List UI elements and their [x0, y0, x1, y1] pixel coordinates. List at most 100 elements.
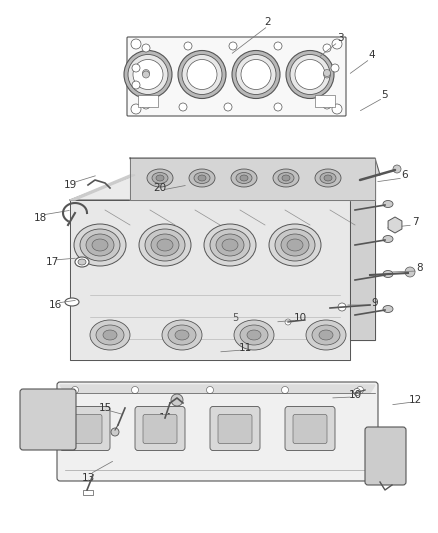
Circle shape [290, 54, 330, 94]
Text: 15: 15 [99, 403, 112, 413]
FancyBboxPatch shape [293, 415, 327, 443]
Polygon shape [350, 175, 375, 340]
Circle shape [131, 104, 141, 114]
Ellipse shape [319, 330, 333, 340]
Ellipse shape [269, 224, 321, 266]
Ellipse shape [194, 173, 210, 183]
Bar [138, 95, 158, 107]
Ellipse shape [103, 330, 117, 340]
Circle shape [171, 394, 183, 406]
FancyBboxPatch shape [365, 427, 406, 485]
Text: 14: 14 [159, 413, 172, 423]
Circle shape [324, 69, 331, 77]
Text: 7: 7 [412, 217, 418, 227]
Circle shape [393, 165, 401, 173]
Ellipse shape [147, 169, 173, 187]
Ellipse shape [281, 234, 309, 256]
Ellipse shape [157, 239, 173, 251]
Circle shape [285, 319, 291, 325]
Ellipse shape [287, 239, 303, 251]
Circle shape [132, 81, 140, 89]
Ellipse shape [145, 229, 185, 261]
Ellipse shape [306, 320, 346, 350]
Bar [315, 95, 335, 107]
Ellipse shape [80, 229, 120, 261]
Circle shape [142, 101, 150, 109]
Text: 10: 10 [293, 313, 307, 323]
Circle shape [371, 441, 399, 469]
Ellipse shape [282, 175, 290, 181]
Ellipse shape [234, 320, 274, 350]
Ellipse shape [74, 224, 126, 266]
Ellipse shape [96, 325, 124, 345]
Ellipse shape [275, 229, 315, 261]
FancyBboxPatch shape [127, 37, 346, 116]
Circle shape [179, 103, 187, 111]
Circle shape [142, 44, 150, 52]
Circle shape [338, 303, 346, 311]
Ellipse shape [383, 200, 393, 207]
Ellipse shape [168, 325, 196, 345]
Circle shape [124, 51, 172, 99]
Ellipse shape [383, 305, 393, 312]
Circle shape [26, 402, 66, 442]
Ellipse shape [240, 175, 248, 181]
Text: 17: 17 [46, 257, 59, 267]
Circle shape [71, 386, 78, 393]
Circle shape [274, 42, 282, 50]
Ellipse shape [90, 320, 130, 350]
Circle shape [178, 51, 226, 99]
Circle shape [236, 54, 276, 94]
Ellipse shape [222, 239, 238, 251]
Text: 5: 5 [381, 90, 389, 100]
Ellipse shape [139, 224, 191, 266]
Ellipse shape [273, 169, 299, 187]
Text: 12: 12 [408, 395, 422, 405]
Polygon shape [70, 175, 375, 200]
Ellipse shape [162, 320, 202, 350]
Circle shape [295, 60, 325, 90]
Circle shape [331, 64, 339, 72]
FancyBboxPatch shape [68, 415, 102, 443]
Circle shape [224, 103, 232, 111]
Circle shape [357, 386, 364, 393]
Ellipse shape [210, 229, 250, 261]
Circle shape [229, 42, 237, 50]
Text: 20: 20 [153, 183, 166, 193]
Polygon shape [70, 200, 350, 360]
Ellipse shape [151, 234, 179, 256]
Circle shape [128, 54, 168, 94]
Ellipse shape [86, 234, 114, 256]
Circle shape [33, 409, 59, 435]
Circle shape [40, 416, 52, 428]
Ellipse shape [65, 298, 79, 306]
Circle shape [187, 60, 217, 90]
Polygon shape [70, 175, 135, 200]
Text: 19: 19 [64, 180, 77, 190]
Circle shape [206, 386, 213, 393]
Ellipse shape [236, 173, 252, 183]
Circle shape [391, 221, 399, 229]
FancyBboxPatch shape [20, 389, 76, 450]
Ellipse shape [312, 325, 340, 345]
Ellipse shape [78, 259, 86, 265]
Circle shape [131, 386, 138, 393]
Ellipse shape [240, 325, 268, 345]
Circle shape [332, 39, 342, 49]
Polygon shape [60, 385, 375, 393]
Text: 4: 4 [369, 50, 375, 60]
Text: 16: 16 [48, 300, 62, 310]
Text: 18: 18 [33, 213, 46, 223]
Ellipse shape [175, 330, 189, 340]
FancyBboxPatch shape [135, 407, 185, 450]
Text: 9: 9 [372, 298, 378, 308]
FancyBboxPatch shape [210, 407, 260, 450]
FancyBboxPatch shape [57, 382, 378, 481]
Text: 13: 13 [81, 473, 95, 483]
Circle shape [353, 389, 360, 395]
FancyBboxPatch shape [285, 407, 335, 450]
Circle shape [142, 71, 149, 78]
Circle shape [405, 267, 415, 277]
Text: 11: 11 [238, 343, 251, 353]
Ellipse shape [383, 271, 393, 278]
